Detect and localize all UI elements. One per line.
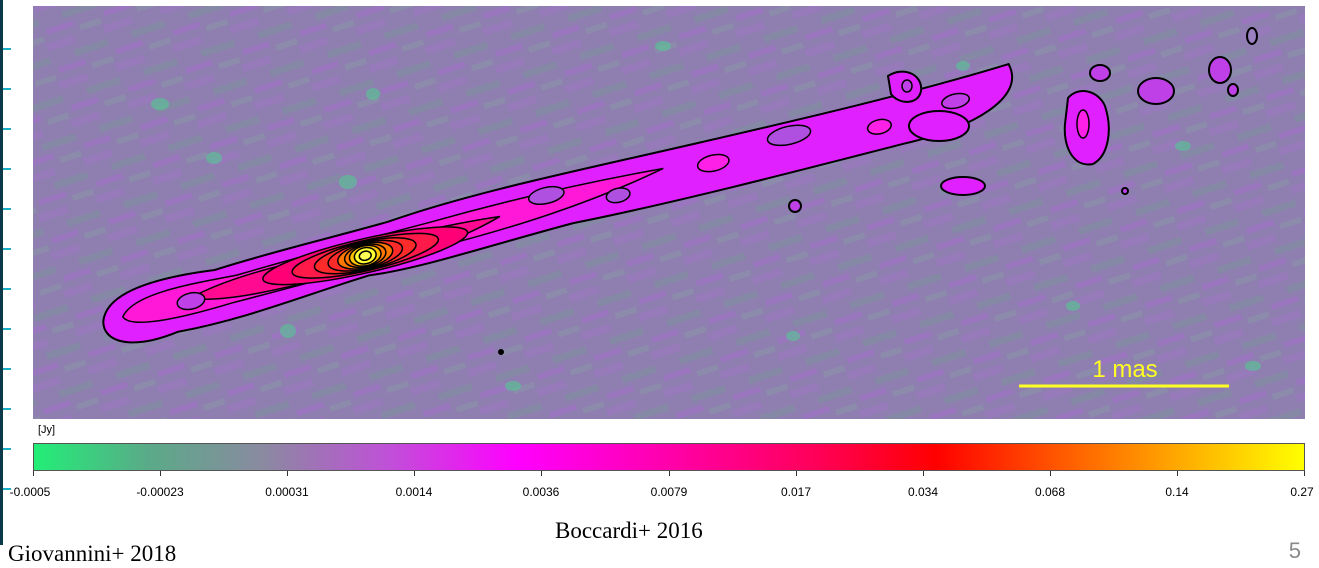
edge-tick — [3, 368, 11, 370]
colorbar-tick-label: 0.0079 — [650, 485, 688, 499]
edge-tick — [3, 488, 11, 490]
colorbar-tick — [1177, 471, 1178, 476]
edge-tick — [3, 48, 11, 50]
colorbar-tick-label: -0.00023 — [136, 485, 184, 499]
colorbar-tick-label: 0.0036 — [522, 485, 560, 499]
colorbar-tick — [33, 471, 34, 476]
edge-tick — [3, 128, 11, 130]
radio-jet-image: 1 mas — [33, 6, 1305, 419]
slide-left-edge — [0, 0, 17, 545]
colorbar-tick — [1304, 471, 1305, 476]
edge-tick — [3, 448, 11, 450]
colorbar-tick — [796, 471, 797, 476]
colorbar-tick — [287, 471, 288, 476]
edge-tick — [3, 328, 11, 330]
colorbar-tick — [923, 471, 924, 476]
colorbar-tick-label: 0.27 — [1290, 485, 1314, 499]
colorbar-tick — [1050, 471, 1051, 476]
colorbar-tick-label: -0.0005 — [9, 485, 51, 499]
edge-tick — [3, 288, 11, 290]
noise-blobs — [151, 41, 1261, 391]
colorbar-tick — [414, 471, 415, 476]
scale-bar-label: 1 mas — [1092, 356, 1157, 383]
colorbar-tick-label: 0.0014 — [395, 485, 433, 499]
outer-components — [498, 27, 1258, 355]
colorbar-tick-label: 0.034 — [907, 485, 939, 499]
edge-tick — [3, 248, 11, 250]
colorbar — [33, 443, 1305, 471]
colorbar-tick-label: 0.017 — [780, 485, 812, 499]
edge-tick — [3, 408, 11, 410]
slide-credit: Giovannini+ 2018 — [8, 541, 177, 566]
colorbar-tick — [669, 471, 670, 476]
edge-tick — [3, 88, 11, 90]
colorbar-tick-label: 0.14 — [1165, 485, 1189, 499]
colorbar-unit-label: [Jy] — [38, 424, 56, 436]
colorbar-tick — [541, 471, 542, 476]
edge-tick — [3, 208, 11, 210]
slide-number: 5 — [1288, 538, 1301, 563]
figure-credit: Boccardi+ 2016 — [555, 518, 703, 543]
colorbar-tick — [160, 471, 161, 476]
colorbar-tick-label: 0.00031 — [265, 485, 309, 499]
colorbar-tick-label: 0.068 — [1034, 485, 1066, 499]
edge-tick — [3, 168, 11, 170]
